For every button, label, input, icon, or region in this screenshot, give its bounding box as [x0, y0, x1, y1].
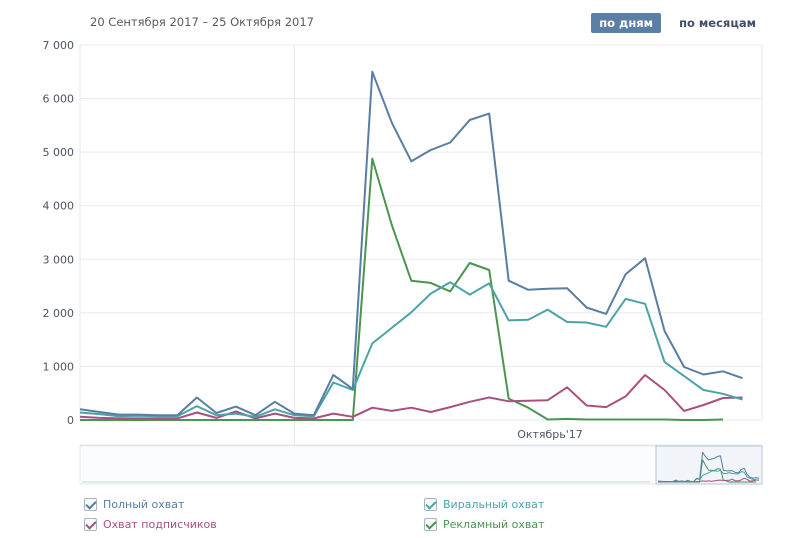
range-navigator: [79, 445, 763, 485]
legend-viral-reach[interactable]: Виральный охват: [424, 494, 545, 514]
y-tick-label: 3 000: [43, 253, 75, 266]
navigator-selection: [655, 445, 763, 485]
y-tick-label: 6 000: [43, 93, 75, 106]
chart-grid: [79, 44, 763, 445]
tab-by-months[interactable]: по месяцам: [679, 16, 756, 30]
legend-label: Полный охват: [103, 497, 185, 511]
series-line: [79, 281, 743, 418]
y-tick-label: 4 000: [43, 200, 75, 213]
plot-area: [79, 44, 763, 421]
legend-full-reach[interactable]: Полный охват: [84, 494, 217, 514]
chart-lines: [79, 70, 743, 421]
legend-label: Охват подписчиков: [103, 517, 217, 531]
tab-by-days[interactable]: по дням: [591, 13, 662, 33]
y-tick-label: 5 000: [43, 146, 75, 159]
navigator-line: [657, 451, 760, 483]
date-range: 20 Сентября 2017 – 25 Октября 2017: [90, 15, 314, 29]
legend-label: Виральный охват: [443, 497, 545, 511]
series-line: [79, 70, 743, 417]
y-tick-label: 7 000: [43, 39, 75, 52]
y-tick-label: 2 000: [43, 307, 75, 320]
series-line: [80, 157, 724, 421]
checkbox-icon[interactable]: [424, 517, 437, 531]
y-tick-label: 1 000: [43, 360, 75, 373]
legend-left: Полный охват Охват подписчиков: [84, 494, 217, 534]
checkbox-icon[interactable]: [84, 497, 97, 511]
y-axis: 7 000 6 000 5 000 4 000 3 000 2 000 1 000 0: [43, 39, 75, 427]
legend-subscribers-reach[interactable]: Охват подписчиков: [84, 514, 217, 534]
legend-label: Рекламный охват: [443, 517, 545, 531]
period-tabs: по дням по месяцам: [591, 13, 764, 33]
y-tick-label: 0: [67, 414, 74, 427]
x-axis: Октябрь'17: [80, 428, 762, 446]
series-line: [79, 374, 743, 420]
legend-ads-reach[interactable]: Рекламный охват: [424, 514, 545, 534]
x-annotation: Октябрь'17: [517, 428, 583, 441]
navigator-area: [79, 445, 763, 485]
checkbox-icon[interactable]: [424, 497, 437, 511]
checkbox-icon[interactable]: [84, 517, 97, 531]
legend-right: Виральный охват Рекламный охват: [424, 494, 545, 534]
